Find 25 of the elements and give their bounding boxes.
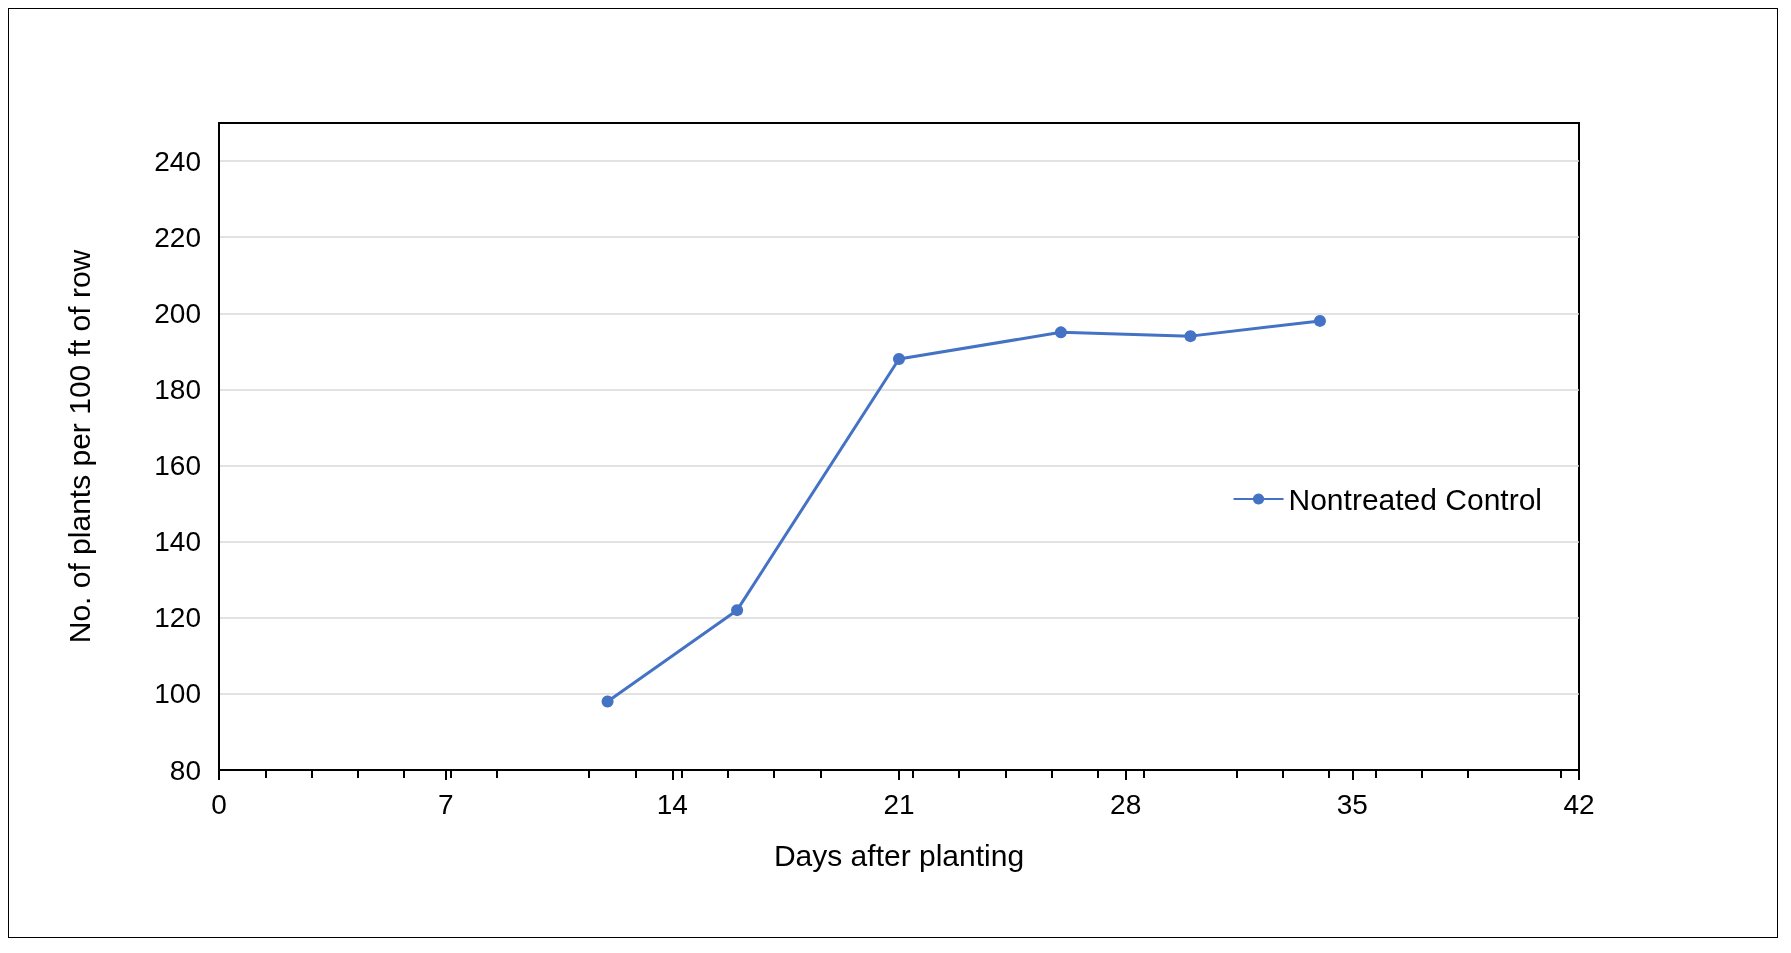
x-tick-label: 7 bbox=[437, 788, 454, 820]
point bbox=[731, 604, 744, 617]
y-tick-label: 80 bbox=[169, 754, 201, 786]
point bbox=[893, 352, 905, 365]
point bbox=[1184, 330, 1197, 343]
y-tick-label: 100 bbox=[154, 678, 201, 710]
y-tick-label: 120 bbox=[154, 602, 201, 634]
x-axis-title: Days after planting bbox=[773, 838, 1025, 872]
point bbox=[601, 695, 614, 708]
x-tick-label: 0 bbox=[211, 788, 227, 820]
y-tick-label: 240 bbox=[154, 145, 201, 177]
point bbox=[1054, 326, 1067, 339]
x-tick-label: 35 bbox=[1336, 788, 1368, 820]
y-tick-label: 160 bbox=[154, 450, 201, 482]
point bbox=[1313, 314, 1326, 327]
legend-label: Nontreated Control bbox=[1288, 482, 1543, 516]
y-tick-label: 220 bbox=[154, 221, 201, 253]
y-tick-label: 140 bbox=[154, 526, 201, 558]
y-tick-label: 200 bbox=[154, 297, 201, 329]
x-tick-label: 14 bbox=[656, 788, 688, 820]
x-tick-label: 21 bbox=[883, 788, 915, 820]
y-tick-label: 180 bbox=[154, 373, 201, 405]
y-axis-title: No. of plants per 100 ft of row bbox=[62, 249, 96, 644]
x-tick-label: 28 bbox=[1110, 788, 1142, 820]
x-tick-label: 42 bbox=[1563, 788, 1595, 820]
